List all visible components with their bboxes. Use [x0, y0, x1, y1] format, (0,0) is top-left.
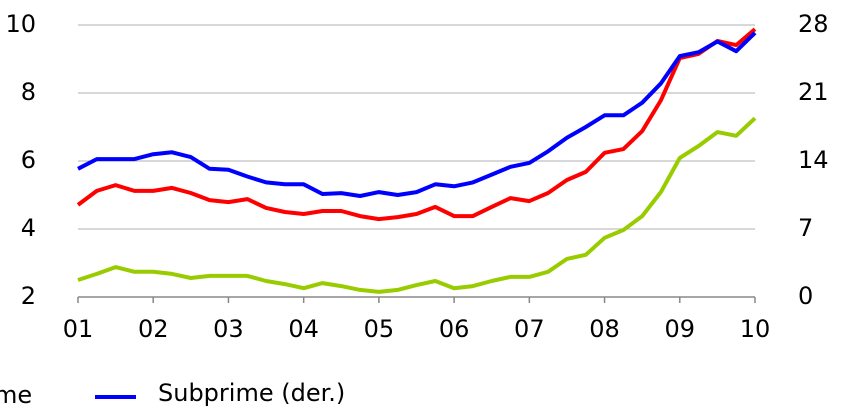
- line-series: [77, 31, 757, 198]
- y-tick-label: 10: [5, 10, 36, 38]
- x-tick-label: 07: [514, 315, 545, 343]
- y-tick-label: 4: [21, 214, 36, 242]
- y-tick-label: 2: [21, 282, 36, 310]
- x-tick-label: 01: [63, 315, 94, 343]
- x-tick-label: 08: [589, 315, 620, 343]
- x-tick-label: 10: [740, 315, 771, 343]
- y2-tick-label: 28: [798, 10, 829, 38]
- y2-tick-label: 0: [798, 282, 813, 310]
- legend-label: Subprime (der.): [158, 379, 345, 407]
- y-tick-label: 8: [21, 78, 36, 106]
- y2-tick-label: 21: [798, 78, 829, 106]
- legend-label: me: [0, 381, 32, 409]
- y-tick-label: 6: [21, 146, 36, 174]
- line-series: [77, 116, 757, 294]
- line-series: [76, 27, 757, 222]
- x-tick-label: 09: [665, 315, 696, 343]
- x-tick-label: 06: [439, 315, 470, 343]
- x-tick-label: 03: [213, 315, 244, 343]
- x-tick-label: 04: [288, 315, 319, 343]
- x-tick-label: 05: [364, 315, 395, 343]
- y2-tick-label: 7: [798, 214, 813, 242]
- x-tick-label: 02: [138, 315, 169, 343]
- y2-tick-label: 14: [798, 146, 829, 174]
